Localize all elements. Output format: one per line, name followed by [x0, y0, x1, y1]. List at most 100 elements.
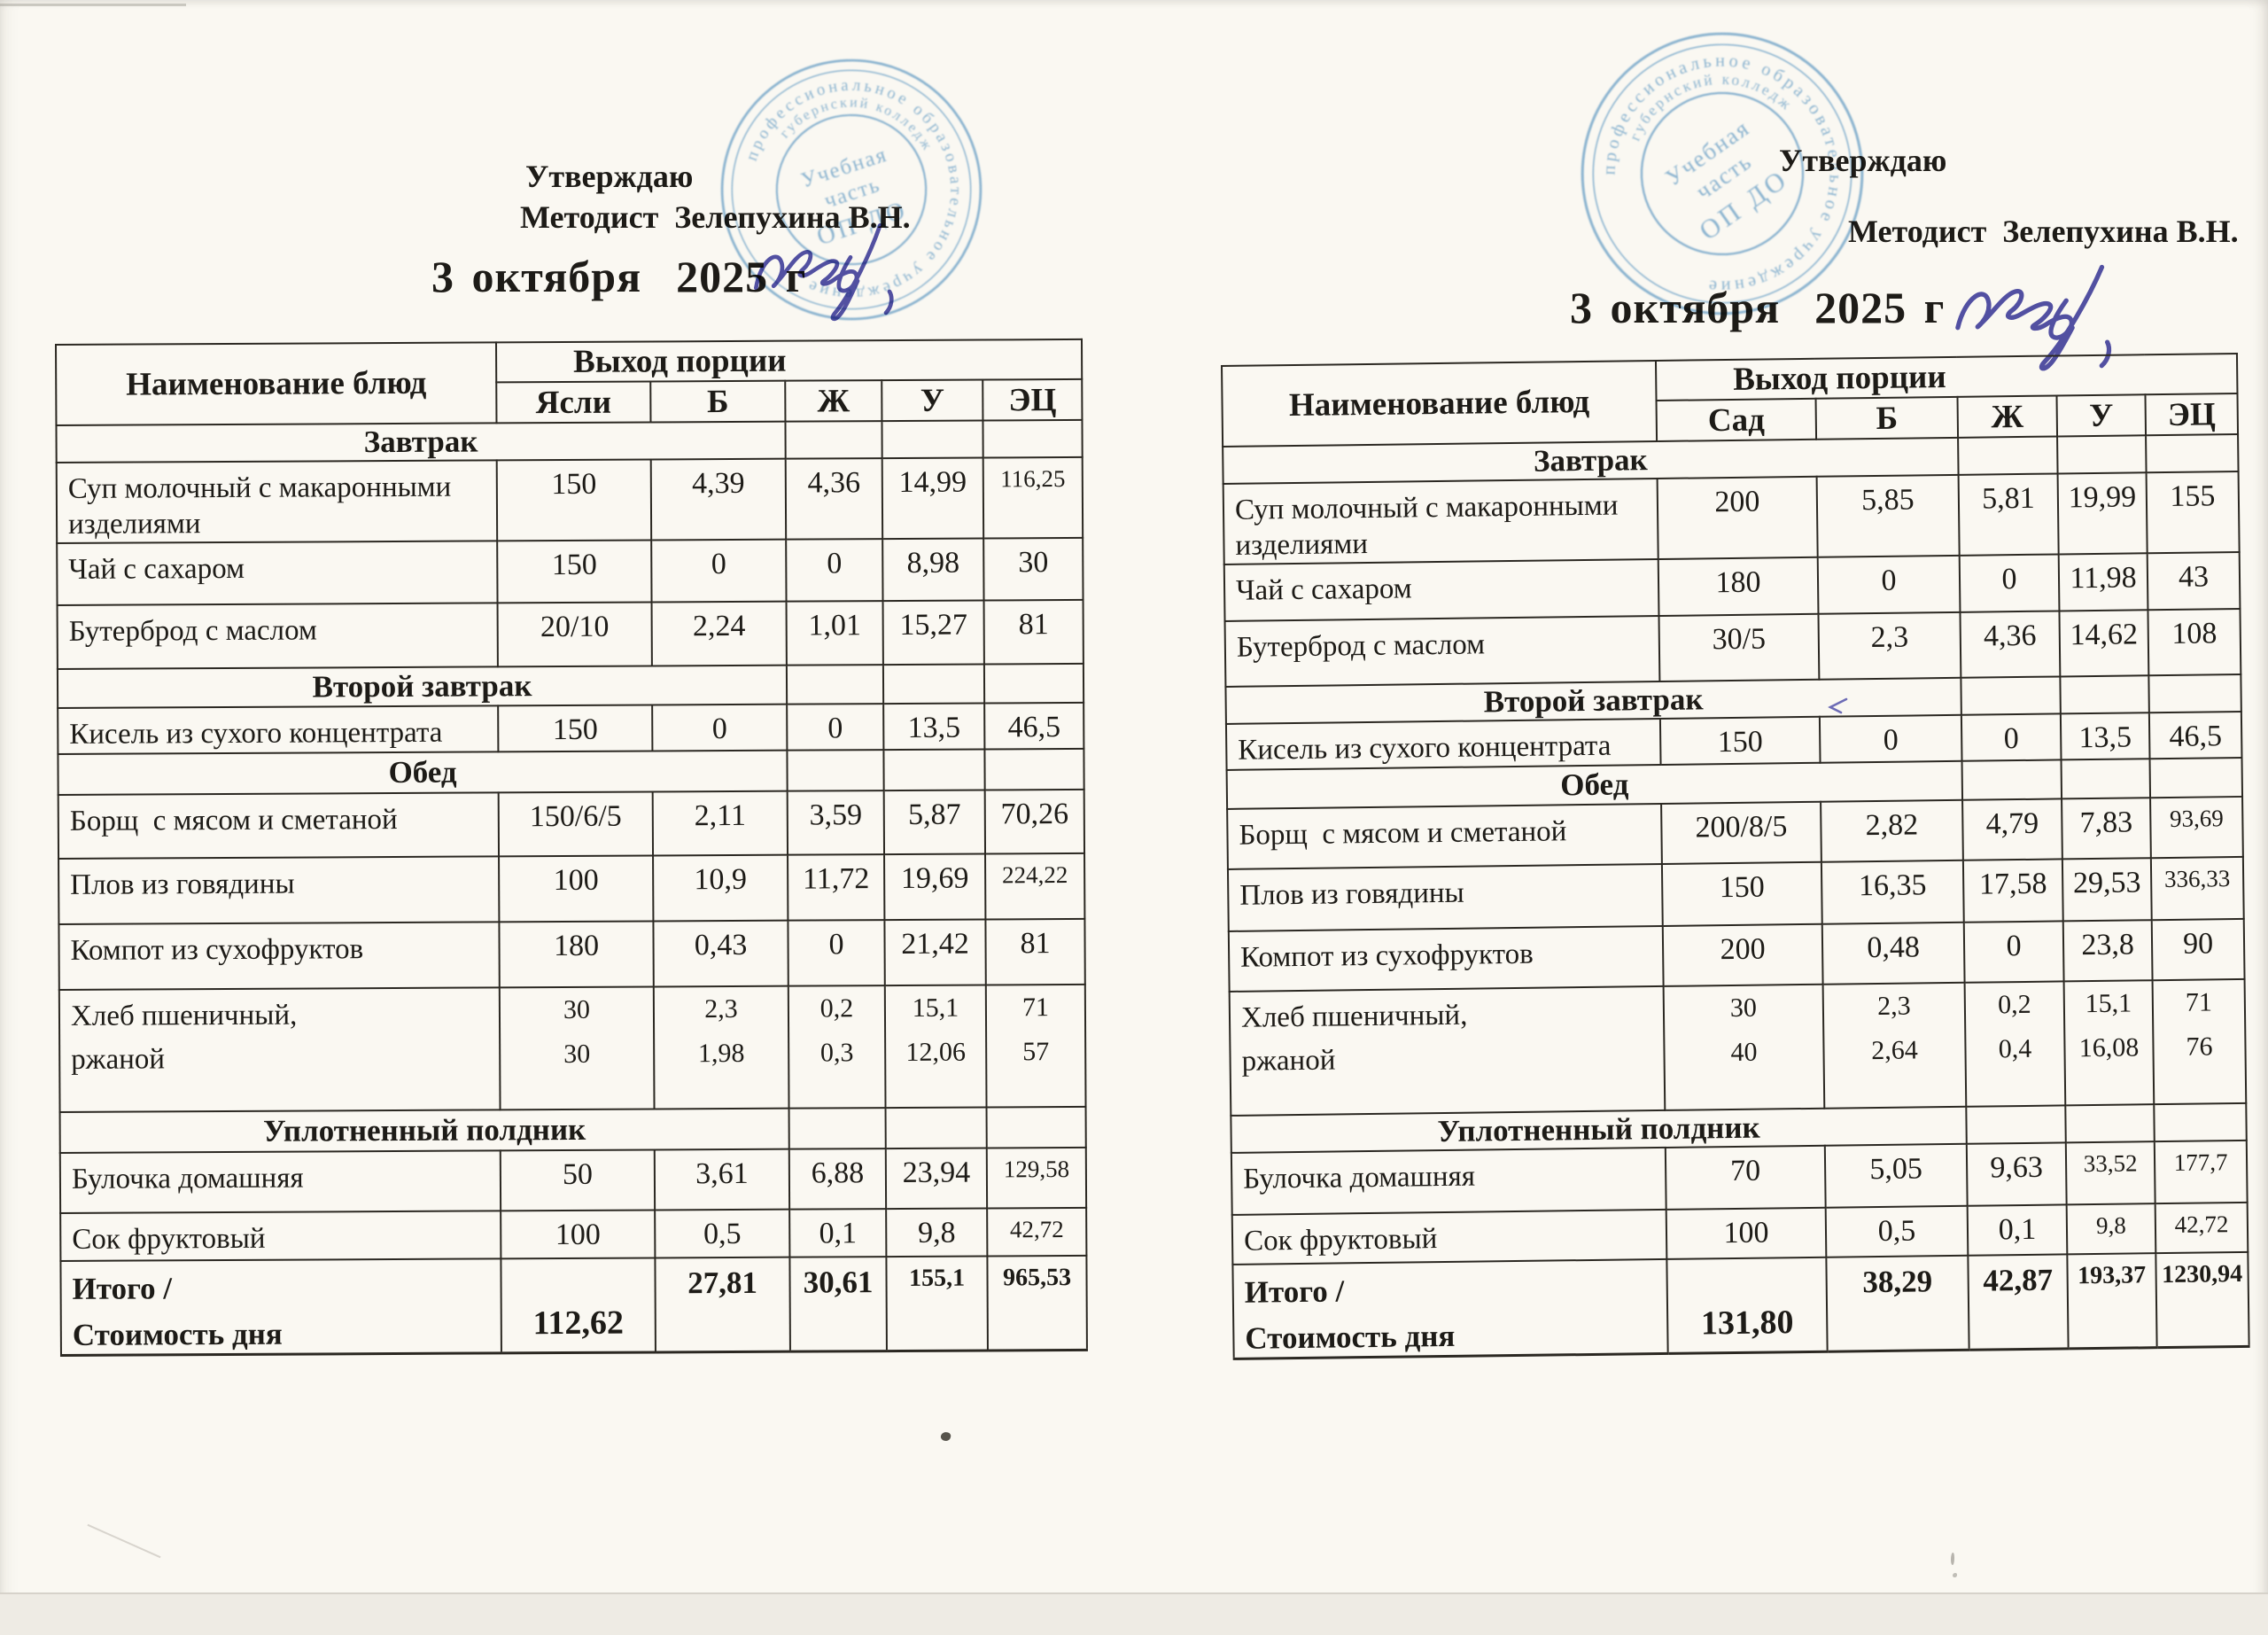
- column-subheader: Ж: [1957, 395, 2058, 438]
- dish-value: 150: [496, 459, 652, 541]
- dish-value: 116,25: [983, 456, 1084, 539]
- dish-value: 5,87: [883, 790, 986, 854]
- totals-value: 965,53: [987, 1255, 1088, 1351]
- menu-table-body: Завтрак Суп молочный с макаронными издели…: [56, 419, 1088, 1356]
- scan-speck: [1953, 1573, 1957, 1577]
- dish-row: Компот из сухофруктов 180 0,43 0 21,42 81: [58, 918, 1085, 990]
- menu-table-head: Наименование блюд Выход порции Ясли Б Ж У ЭЦ: [56, 339, 1083, 425]
- dish-value: 5,81: [1958, 473, 2059, 557]
- dish-name: Плов из говядины: [58, 856, 500, 924]
- dish-value: 20/10: [497, 602, 652, 667]
- empty-cell: [882, 664, 985, 705]
- dish-value: 46,5: [984, 703, 1084, 750]
- dish-name: Кисель из сухого концентрата: [58, 705, 499, 754]
- dish-value: 0: [1961, 713, 2062, 761]
- meal-section-row: Завтрак: [56, 419, 1083, 463]
- totals-label: Итого / Стоимость дня: [1232, 1258, 1668, 1359]
- dish-value: 3,61: [654, 1148, 790, 1211]
- dish-name: Чай с сахаром: [57, 541, 498, 606]
- column-subheader: ЭЦ: [983, 378, 1083, 421]
- meal-section-label: Уплотненный полдник: [59, 1108, 789, 1153]
- dish-name: Плов из говядины: [1227, 863, 1663, 931]
- dish-value: 0: [651, 539, 787, 603]
- dish-value: 0: [787, 704, 884, 751]
- column-header-dishes: Наименование блюд: [1222, 361, 1658, 447]
- empty-cell: [2148, 674, 2241, 713]
- dish-row: Сок фруктовый 100 0,5 0,1 9,8 42,72: [60, 1207, 1087, 1261]
- dish-value: 100: [501, 1210, 656, 1259]
- dish-value: 81: [983, 600, 1084, 665]
- dish-value: 155: [2146, 471, 2240, 554]
- date-line: 3 октября 2025 г: [1570, 283, 1946, 332]
- dish-value: 150/6/5: [498, 791, 654, 857]
- dish-value: 71 57: [985, 984, 1086, 1108]
- empty-cell: [885, 1107, 987, 1148]
- empty-cell: [787, 749, 884, 791]
- empty-cell: [984, 748, 1084, 790]
- dish-value: 2,3: [1818, 612, 1961, 680]
- totals-value: 193,37: [2067, 1252, 2157, 1349]
- dish-value: 21,42: [884, 919, 986, 985]
- dish-value: 108: [2148, 609, 2241, 676]
- dish-value: 15,1 12,06: [884, 985, 987, 1108]
- dish-value: 150: [1661, 861, 1822, 926]
- signature-ink: [1955, 264, 2112, 371]
- totals-row: Итого / Стоимость дня 112,62 27,81 30,61 155,…: [60, 1255, 1088, 1356]
- dish-value: 30: [983, 538, 1084, 601]
- column-subheader: У: [2056, 394, 2147, 437]
- dish-value: 70,26: [984, 789, 1085, 854]
- dish-value: 30 40: [1663, 984, 1825, 1110]
- dish-value: 1,01: [786, 601, 883, 666]
- dish-name: Бутерброд с маслом: [57, 603, 498, 670]
- dish-value: 0,48: [1821, 922, 1965, 985]
- empty-cell: [983, 419, 1083, 458]
- dish-row: Хлеб пшеничный, ржаной 30 40 2,3 2,64 0,2 0,4 15…: [1229, 978, 2247, 1116]
- dish-value: 2,3 2,64: [1822, 982, 1967, 1109]
- dish-value: 177,7: [2154, 1140, 2248, 1203]
- dish-value: 30/5: [1658, 613, 1820, 682]
- dish-value: 30 30: [499, 986, 655, 1110]
- empty-cell: [1966, 1105, 2066, 1144]
- dish-row: Плов из говядины 100 10,9 11,72 19,69 224,22: [58, 853, 1085, 924]
- scan-bottom-edge: [0, 1592, 2268, 1635]
- dish-value: 3,59: [787, 790, 885, 855]
- dish-name: Булочка домашняя: [1231, 1147, 1666, 1215]
- dish-value: 0: [1959, 554, 2060, 613]
- dish-value: 150: [498, 705, 653, 752]
- round-stamp: профессиональное образовательное учрежде…: [1581, 32, 1864, 315]
- menu-table-sad: Наименование блюд Выход порции Сад Б Ж У ЭЦ Зав…: [1221, 353, 2250, 1360]
- dish-row: Бутерброд с маслом 30/5 2,3 4,36 14,62 108: [1224, 609, 2241, 688]
- empty-cell: [786, 665, 884, 705]
- menu-table-head: Наименование блюд Выход порции Сад Б Ж У ЭЦ: [1222, 353, 2239, 447]
- dish-row: Чай с сахаром 150 0 0 8,98 30: [57, 538, 1084, 606]
- dish-value: 2,24: [651, 601, 787, 666]
- scan-speck: [1951, 1553, 1954, 1565]
- column-subheader: Сад: [1656, 398, 1817, 441]
- dish-value: 336,33: [2150, 856, 2244, 920]
- dish-value: 42,72: [2155, 1202, 2249, 1253]
- empty-cell: [1961, 759, 2062, 800]
- dish-value: 14,62: [2059, 610, 2149, 677]
- meal-section-label: Обед: [58, 750, 788, 795]
- dish-name: Суп молочный с макаронными изделиями: [56, 460, 498, 544]
- dish-name: Борщ с мясом и сметаной: [1227, 803, 1662, 869]
- column-subheader: Б: [650, 380, 786, 423]
- dish-value: 0: [652, 704, 788, 751]
- dish-value: 9,8: [2066, 1203, 2156, 1255]
- meal-section-label: Второй завтрак: [57, 665, 788, 709]
- totals-value: 155,1: [886, 1256, 988, 1351]
- dish-row: Суп молочный с макаронными изделиями 150 4…: [56, 456, 1084, 544]
- approver-line: Методист Зелепухина В.Н.: [520, 199, 911, 235]
- dish-row: Кисель из сухого концентрата 150 0 0 13,5 46,…: [58, 703, 1084, 754]
- dish-value: 46,5: [2148, 712, 2242, 759]
- dish-value: 43: [2147, 552, 2241, 611]
- approval-word: Утверждаю: [525, 159, 694, 194]
- date-line: 3 октября 2025 г: [431, 252, 807, 301]
- dish-name: Борщ с мясом и сметаной: [58, 792, 500, 859]
- empty-cell: [2060, 675, 2149, 714]
- dish-value: 4,36: [785, 458, 883, 540]
- meal-section-row: Уплотненный полдник: [59, 1106, 1086, 1153]
- dish-value: 224,22: [985, 853, 1085, 920]
- dish-value: 5,05: [1824, 1143, 1968, 1208]
